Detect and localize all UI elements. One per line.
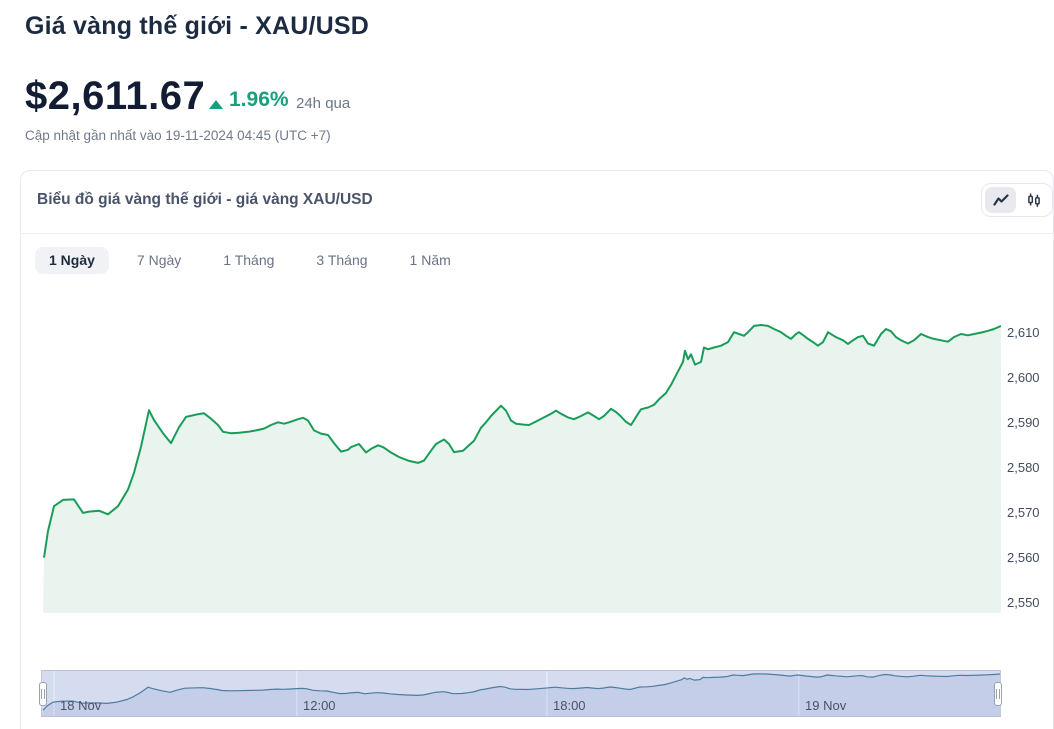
- price-area-chart[interactable]: [43, 311, 1001, 613]
- current-price: $2,611.67: [25, 74, 206, 118]
- y-axis-label: 2,580: [1007, 460, 1040, 475]
- last-updated: Cập nhật gần nhất vào 19-11-2024 04:45 (…: [25, 128, 331, 143]
- nav-axis-label: 18 Nov: [60, 698, 102, 713]
- navigator-left-handle[interactable]: [39, 681, 47, 706]
- change-period: 24h qua: [296, 95, 351, 112]
- navigator-right-handle[interactable]: [994, 681, 1002, 706]
- chart-panel: Biểu đồ giá vàng thế giới - giá vàng XAU…: [20, 170, 1054, 729]
- nav-axis-label: 18:00: [553, 698, 586, 713]
- range-tab-2[interactable]: 1 Tháng: [209, 247, 288, 274]
- candlestick-chart-button[interactable]: [1018, 187, 1049, 213]
- line-chart-button[interactable]: [985, 187, 1016, 213]
- page-title: Giá vàng thế giới - XAU/USD: [25, 12, 370, 40]
- nav-axis-label: 12:00: [303, 698, 336, 713]
- y-axis-label: 2,610: [1007, 325, 1040, 340]
- range-tab-0[interactable]: 1 Ngày: [35, 247, 109, 274]
- range-tabs: 1 Ngày 7 Ngày 1 Tháng 3 Tháng 1 Năm: [35, 247, 465, 274]
- chart-title: Biểu đồ giá vàng thế giới - giá vàng XAU…: [37, 191, 373, 208]
- change-percent: 1.96%: [229, 88, 289, 111]
- y-axis-label: 2,560: [1007, 550, 1040, 565]
- up-arrow-icon: [209, 100, 223, 109]
- y-axis-label: 2,600: [1007, 370, 1040, 385]
- candlestick-icon: [1027, 193, 1040, 207]
- y-axis-label: 2,570: [1007, 505, 1040, 520]
- range-tab-3[interactable]: 3 Tháng: [302, 247, 381, 274]
- range-tab-4[interactable]: 1 Năm: [396, 247, 465, 274]
- range-tab-1[interactable]: 7 Ngày: [123, 247, 195, 274]
- nav-axis-label: 19 Nov: [805, 698, 847, 713]
- header-divider: [21, 233, 1053, 234]
- y-axis-label: 2,590: [1007, 415, 1040, 430]
- chart-navigator[interactable]: 18 Nov 12:00 18:00 19 Nov: [39, 670, 1002, 717]
- line-chart-icon: [992, 193, 1009, 206]
- chart-type-toggle: [981, 183, 1053, 217]
- y-axis-label: 2,550: [1007, 595, 1040, 610]
